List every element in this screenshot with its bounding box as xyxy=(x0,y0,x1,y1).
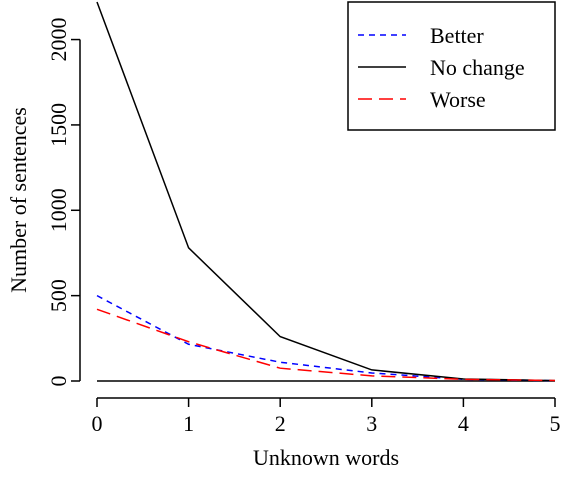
y-tick-label: 500 xyxy=(46,279,71,312)
x-tick-label: 1 xyxy=(183,411,194,436)
legend-label: No change xyxy=(430,55,525,80)
legend-label: Better xyxy=(430,23,484,48)
y-tick-label: 1500 xyxy=(46,103,71,147)
x-tick-label: 5 xyxy=(550,411,561,436)
x-tick-label: 0 xyxy=(92,411,103,436)
x-tick-label: 4 xyxy=(458,411,469,436)
series-line xyxy=(96,308,556,382)
x-axis-label: Unknown words xyxy=(253,445,399,470)
series-line xyxy=(96,294,556,382)
y-tick-label: 0 xyxy=(46,376,71,387)
y-tick-label: 1000 xyxy=(46,188,71,232)
y-tick-label: 2000 xyxy=(46,18,71,62)
x-tick-label: 3 xyxy=(366,411,377,436)
legend-label: Worse xyxy=(430,87,486,112)
legend-box xyxy=(347,1,556,131)
x-tick-label: 2 xyxy=(275,411,286,436)
y-axis-label: Number of sentences xyxy=(6,107,31,293)
